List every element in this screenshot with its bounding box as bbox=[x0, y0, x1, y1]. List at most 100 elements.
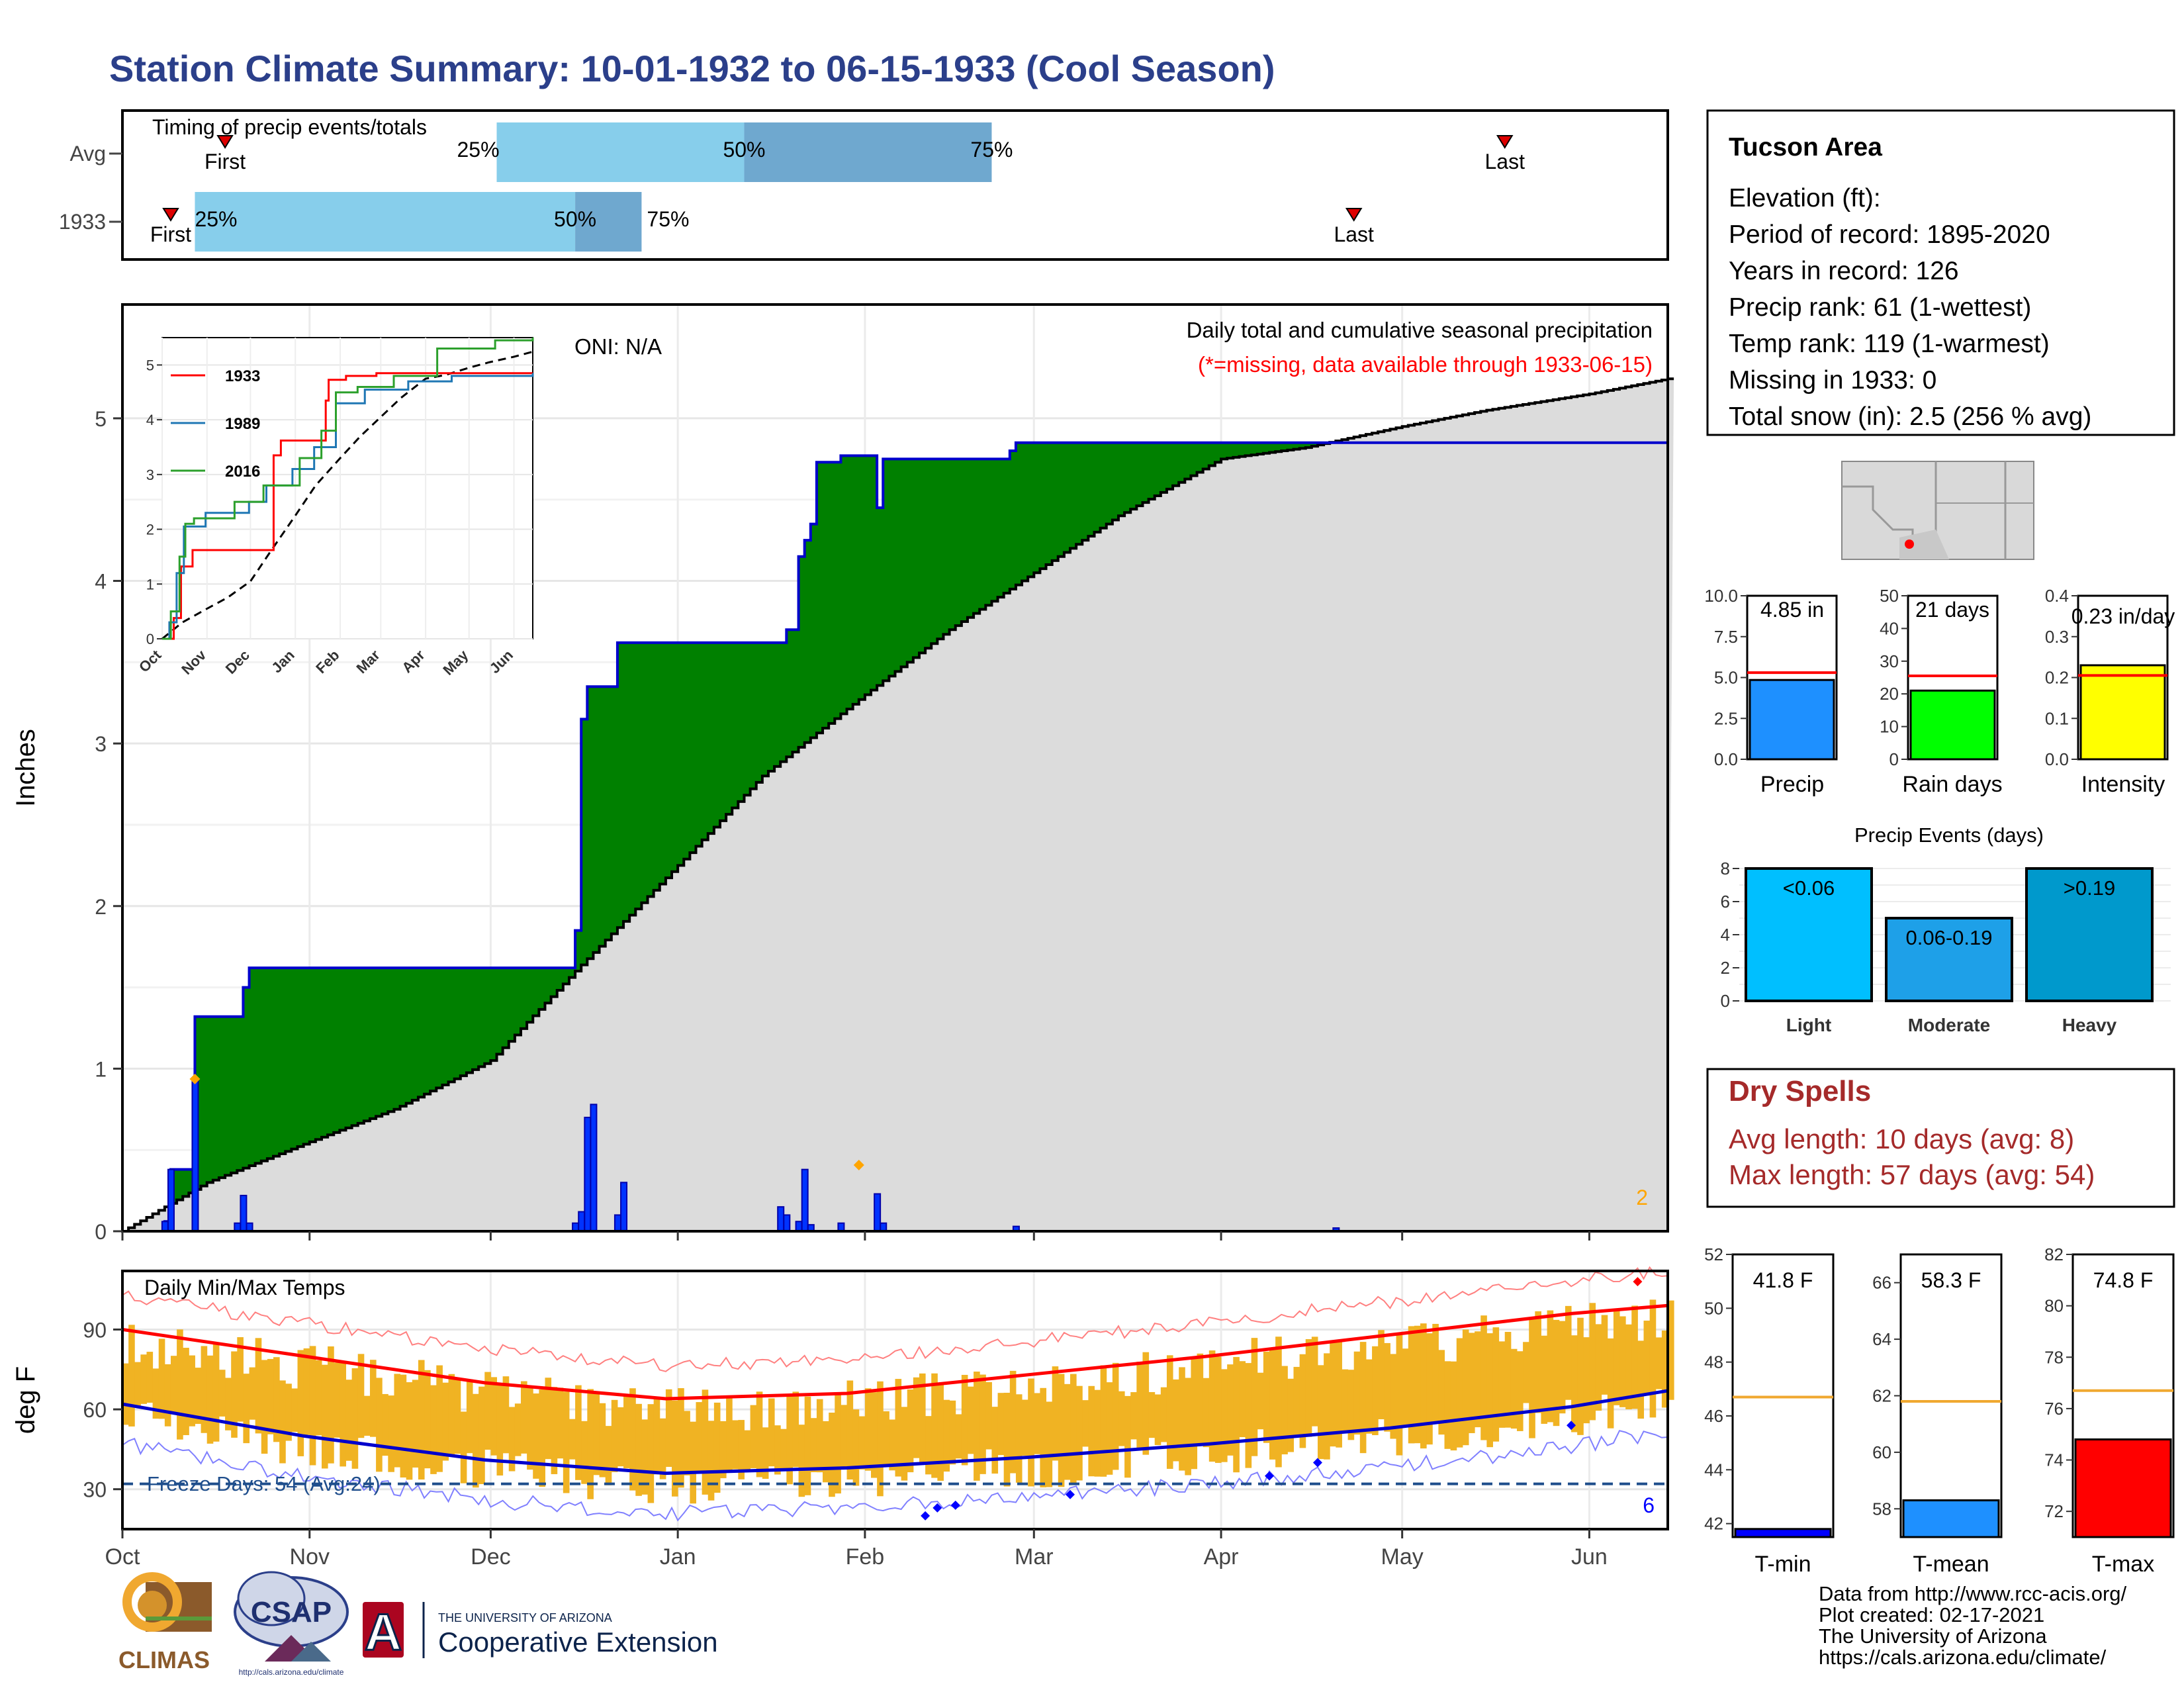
daily-temp-bar bbox=[1498, 1341, 1506, 1428]
oni-label: ONI: N/A bbox=[574, 334, 662, 359]
above-average-area bbox=[1185, 442, 1192, 479]
temp-x-tick-label: Nov bbox=[290, 1544, 330, 1570]
above-average-area bbox=[1058, 442, 1065, 557]
daily-temp-bar bbox=[394, 1374, 401, 1468]
daily-temp-bar bbox=[225, 1378, 232, 1430]
daily-temp-bar bbox=[1347, 1370, 1355, 1440]
above-average-area bbox=[436, 968, 443, 1088]
daily-precip-bar bbox=[874, 1193, 882, 1233]
inset-y-tick-label: 2 bbox=[146, 522, 154, 538]
above-average-area bbox=[931, 459, 938, 644]
daily-temp-bar bbox=[1214, 1356, 1222, 1463]
temp-x-tick-label: Dec bbox=[471, 1544, 510, 1570]
above-average-area bbox=[424, 968, 431, 1094]
daily-temp-bar bbox=[979, 1374, 986, 1474]
summary-tick-label: 0.2 bbox=[2045, 668, 2069, 688]
summary-tick-label: 5.0 bbox=[1714, 668, 1738, 688]
temp-summary-tick-label: 60 bbox=[1872, 1442, 1891, 1462]
temp-summary-value: 41.8 F bbox=[1753, 1268, 1813, 1292]
above-average-area bbox=[237, 1016, 244, 1171]
daily-temp-bar bbox=[871, 1392, 878, 1478]
daily-temp-bar bbox=[1456, 1338, 1463, 1448]
above-average-area bbox=[858, 455, 866, 700]
temp-summary-tick-label: 44 bbox=[1704, 1460, 1723, 1479]
above-average-area bbox=[1287, 442, 1295, 450]
daily-temp-bar bbox=[1251, 1338, 1258, 1456]
above-average-area bbox=[255, 968, 262, 1164]
daily-temp-bar bbox=[1631, 1305, 1638, 1409]
daily-temp-bar bbox=[901, 1407, 908, 1481]
above-average-area bbox=[1088, 442, 1095, 536]
footer-line-data: Data from http://www.rcc-acis.org/ bbox=[1819, 1582, 2127, 1605]
above-average-area bbox=[261, 968, 268, 1161]
daily-temp-bar bbox=[1516, 1351, 1524, 1431]
daily-temp-bar bbox=[1185, 1378, 1191, 1476]
daily-temp-bar bbox=[690, 1421, 697, 1504]
daily-temp-bar bbox=[454, 1379, 461, 1454]
events-bar bbox=[2025, 867, 2154, 1002]
precip-events-title: Precip Events (days) bbox=[1854, 823, 2044, 847]
daily-temp-bar bbox=[1541, 1335, 1548, 1424]
record-low-marker-icon bbox=[950, 1500, 960, 1510]
daily-temp-bar bbox=[1547, 1310, 1554, 1423]
daily-temp-bar bbox=[1432, 1323, 1439, 1422]
above-average-area bbox=[1251, 442, 1258, 455]
daily-precip-bar bbox=[240, 1194, 248, 1233]
above-average-area bbox=[1070, 442, 1077, 549]
daily-temp-bar bbox=[1130, 1392, 1137, 1440]
daily-temp-bar bbox=[1523, 1342, 1529, 1403]
above-average-area bbox=[991, 459, 999, 602]
above-average-area bbox=[473, 968, 479, 1070]
above-average-area bbox=[623, 642, 630, 921]
above-average-area bbox=[1245, 442, 1252, 456]
timing-panel: 25% 50% 75% First Last 25% 50% 75% First Last Tim… bbox=[59, 109, 1669, 261]
daily-temp-bar bbox=[635, 1403, 642, 1496]
temp-summary-label: T-min bbox=[1755, 1552, 1811, 1577]
above-average-area bbox=[527, 968, 533, 1023]
summary-bar bbox=[2079, 664, 2166, 761]
daily-precip-bars bbox=[161, 1074, 1340, 1233]
above-average-area bbox=[412, 968, 419, 1100]
daily-temp-bar bbox=[786, 1394, 793, 1485]
above-average-area bbox=[484, 968, 491, 1064]
daily-temp-bar bbox=[925, 1416, 932, 1475]
daily-temp-bar bbox=[665, 1389, 672, 1467]
daily-temp-bar bbox=[478, 1386, 485, 1485]
daily-temp-bar bbox=[303, 1348, 310, 1435]
above-average-area bbox=[1124, 442, 1131, 513]
daily-temp-bar bbox=[955, 1414, 962, 1459]
daily-temp-bar bbox=[351, 1368, 359, 1469]
record-low-marker-icon bbox=[1312, 1458, 1322, 1468]
events-bar-label: Moderate bbox=[1908, 1015, 1990, 1035]
daily-temp-bar bbox=[545, 1378, 552, 1460]
ua-logo-letter: A bbox=[365, 1603, 402, 1661]
daily-temp-bar bbox=[496, 1383, 504, 1476]
above-average-area bbox=[321, 968, 328, 1137]
above-average-area bbox=[273, 968, 280, 1156]
record-low-marker-icon bbox=[1066, 1489, 1075, 1499]
summary-tick-label: 0.0 bbox=[2045, 749, 2069, 769]
daily-temp-bar bbox=[1378, 1330, 1385, 1419]
events-y-tick-label: 4 bbox=[1721, 925, 1730, 945]
info-line-period: Period of record: 1895-2020 bbox=[1729, 220, 2050, 249]
above-average-area bbox=[1034, 442, 1041, 573]
temp-summary-label: T-mean bbox=[1913, 1552, 1989, 1577]
daily-temp-bar bbox=[835, 1392, 841, 1494]
above-average-area bbox=[804, 540, 811, 743]
above-average-area bbox=[514, 968, 522, 1035]
above-average-area bbox=[1076, 442, 1083, 545]
daily-temp-bar bbox=[1601, 1315, 1608, 1395]
daily-temp-bar bbox=[1559, 1321, 1566, 1414]
daily-temp-bar bbox=[363, 1395, 371, 1436]
daily-temp-bar bbox=[1469, 1333, 1475, 1434]
daily-temp-bar bbox=[629, 1388, 636, 1491]
daily-temp-bar bbox=[1064, 1383, 1071, 1480]
above-average-area bbox=[1233, 442, 1240, 457]
daily-temp-bar bbox=[1414, 1325, 1421, 1444]
temp-x-tick-label: Apr bbox=[1204, 1544, 1239, 1570]
daily-temp-bar bbox=[466, 1379, 473, 1454]
above-average-area bbox=[835, 462, 842, 719]
above-average-area bbox=[334, 968, 340, 1133]
